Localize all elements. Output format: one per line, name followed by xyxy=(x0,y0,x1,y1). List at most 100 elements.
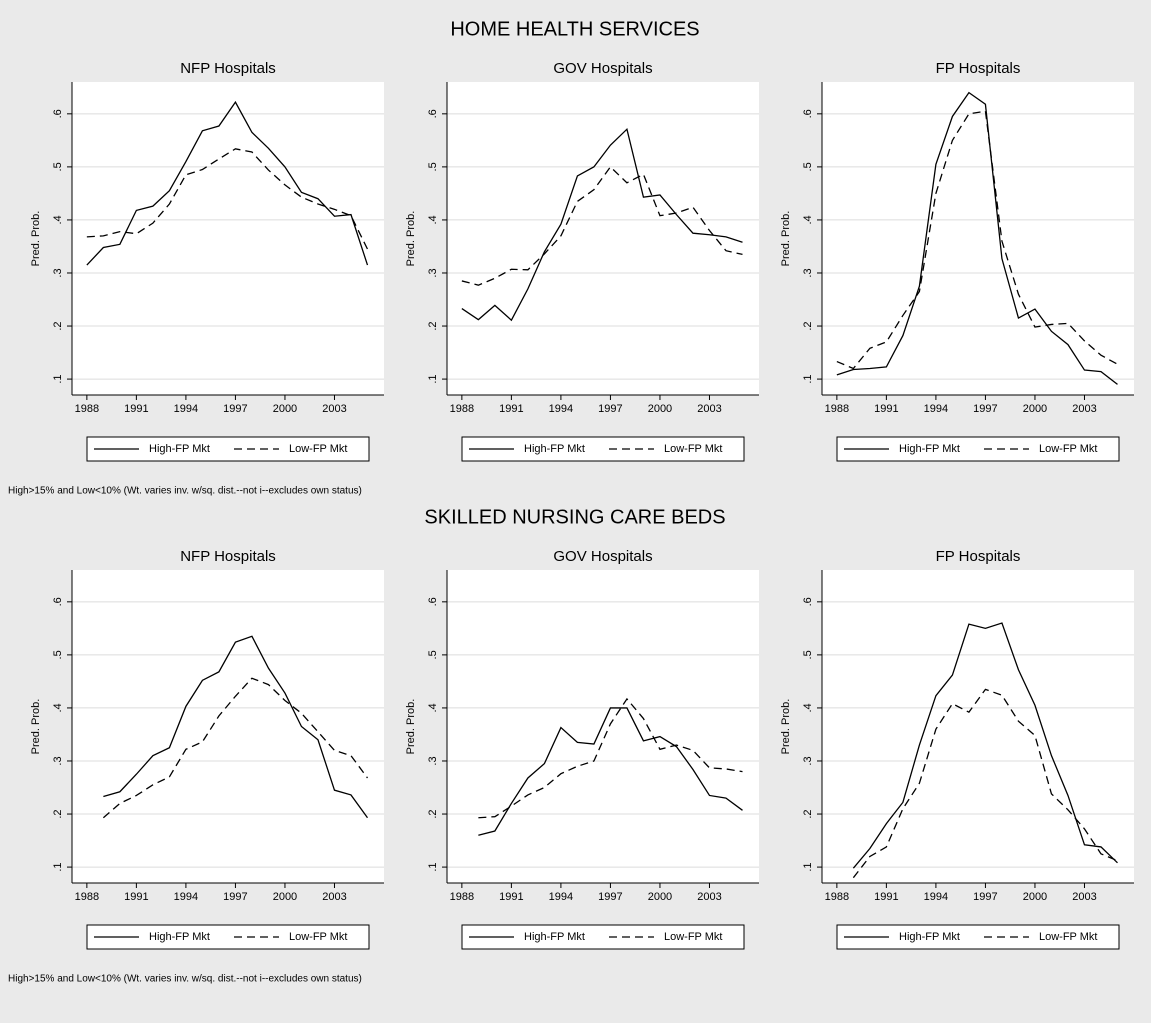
x-tick-label: 1991 xyxy=(874,891,898,903)
legend-label: High-FP Mkt xyxy=(149,443,210,455)
x-tick-label: 1988 xyxy=(75,891,99,903)
x-tick-label: 1997 xyxy=(223,403,247,415)
section-title: HOME HEALTH SERVICES xyxy=(450,18,699,40)
y-tick-label: .3 xyxy=(802,268,814,277)
series-line xyxy=(461,165,743,286)
y-tick-label: .2 xyxy=(802,809,814,818)
y-tick-label: .2 xyxy=(52,809,64,818)
y-tick-label: .5 xyxy=(427,162,439,171)
note: High>15% and Low<10% (Wt. varies inv. w/… xyxy=(8,974,362,985)
x-tick-label: 2003 xyxy=(1072,403,1096,415)
y-tick-label: .6 xyxy=(802,597,814,606)
plot-area xyxy=(72,570,384,883)
y-tick-label: .4 xyxy=(802,703,814,712)
y-tick-label: .1 xyxy=(52,862,64,871)
series-line xyxy=(852,622,1118,869)
series-line xyxy=(836,91,1118,385)
legend-label: High-FP Mkt xyxy=(149,931,210,943)
legend-label: Low-FP Mkt xyxy=(664,931,722,943)
x-tick-label: 1994 xyxy=(924,403,948,415)
series-line xyxy=(852,688,1118,879)
y-tick-label: .2 xyxy=(427,809,439,818)
y-tick-label: .6 xyxy=(802,109,814,118)
y-axis-label: Pred. Prob. xyxy=(405,699,417,755)
x-tick-label: 1988 xyxy=(825,891,849,903)
x-tick-label: 1997 xyxy=(223,891,247,903)
legend-label: Low-FP Mkt xyxy=(289,931,347,943)
series-line xyxy=(478,697,743,819)
x-tick-label: 2003 xyxy=(1072,891,1096,903)
y-tick-label: .3 xyxy=(427,268,439,277)
y-tick-label: .3 xyxy=(52,268,64,277)
plot-area xyxy=(822,82,1134,395)
x-tick-label: 2000 xyxy=(648,891,672,903)
note: High>15% and Low<10% (Wt. varies inv. w/… xyxy=(8,486,362,497)
y-tick-label: .4 xyxy=(427,703,439,712)
series-line xyxy=(86,100,369,266)
legend-label: High-FP Mkt xyxy=(524,931,585,943)
series-line xyxy=(102,677,369,819)
section-title: SKILLED NURSING CARE BEDS xyxy=(424,506,725,528)
chart-title: GOV Hospitals xyxy=(553,548,652,565)
x-tick-label: 1988 xyxy=(450,891,474,903)
y-tick-label: .2 xyxy=(802,321,814,330)
x-tick-label: 2000 xyxy=(273,891,297,903)
chart-title: FP Hospitals xyxy=(936,60,1021,77)
chart-title: FP Hospitals xyxy=(936,548,1021,565)
y-tick-label: .3 xyxy=(52,756,64,765)
plot-area xyxy=(447,570,759,883)
y-axis-label: Pred. Prob. xyxy=(780,211,792,267)
y-tick-label: .5 xyxy=(52,162,64,171)
x-tick-label: 2003 xyxy=(322,891,346,903)
series-line xyxy=(103,635,369,819)
plot-area xyxy=(822,570,1134,883)
x-tick-label: 1997 xyxy=(973,891,997,903)
x-tick-label: 1994 xyxy=(924,891,948,903)
y-tick-label: .3 xyxy=(427,756,439,765)
x-tick-label: 1991 xyxy=(124,403,148,415)
y-axis-label: Pred. Prob. xyxy=(30,211,42,267)
y-tick-label: .6 xyxy=(52,597,64,606)
legend-label: Low-FP Mkt xyxy=(1039,931,1097,943)
x-tick-label: 2003 xyxy=(322,403,346,415)
y-tick-label: .5 xyxy=(52,650,64,659)
x-tick-label: 2000 xyxy=(648,403,672,415)
y-tick-label: .2 xyxy=(427,321,439,330)
x-tick-label: 1997 xyxy=(973,403,997,415)
y-tick-label: .5 xyxy=(427,650,439,659)
y-axis-label: Pred. Prob. xyxy=(780,699,792,755)
x-tick-label: 1991 xyxy=(499,891,523,903)
y-tick-label: .1 xyxy=(427,374,439,383)
x-tick-label: 1991 xyxy=(874,403,898,415)
x-tick-label: 1997 xyxy=(598,403,622,415)
y-axis-label: Pred. Prob. xyxy=(405,211,417,267)
x-tick-label: 1988 xyxy=(75,403,99,415)
x-tick-label: 1994 xyxy=(174,891,198,903)
y-tick-label: .4 xyxy=(427,215,439,224)
y-tick-label: .5 xyxy=(802,162,814,171)
legend xyxy=(86,436,370,462)
y-tick-label: .1 xyxy=(802,374,814,383)
legend-label: High-FP Mkt xyxy=(899,931,960,943)
plot-area xyxy=(72,82,384,395)
series-line xyxy=(478,707,743,836)
x-tick-label: 1994 xyxy=(549,403,573,415)
x-tick-label: 2000 xyxy=(273,403,297,415)
x-tick-label: 1997 xyxy=(598,891,622,903)
y-tick-label: .1 xyxy=(427,862,439,871)
x-tick-label: 1994 xyxy=(174,403,198,415)
legend-label: Low-FP Mkt xyxy=(289,443,347,455)
x-tick-label: 2000 xyxy=(1023,403,1047,415)
chart-title: NFP Hospitals xyxy=(180,60,276,77)
series-line xyxy=(86,148,369,250)
plot-area xyxy=(447,82,759,395)
chart-title: GOV Hospitals xyxy=(553,60,652,77)
legend-label: Low-FP Mkt xyxy=(664,443,722,455)
legend-label: High-FP Mkt xyxy=(899,443,960,455)
y-axis-label: Pred. Prob. xyxy=(30,699,42,755)
y-tick-label: .6 xyxy=(427,597,439,606)
x-tick-label: 1994 xyxy=(549,891,573,903)
legend-label: Low-FP Mkt xyxy=(1039,443,1097,455)
